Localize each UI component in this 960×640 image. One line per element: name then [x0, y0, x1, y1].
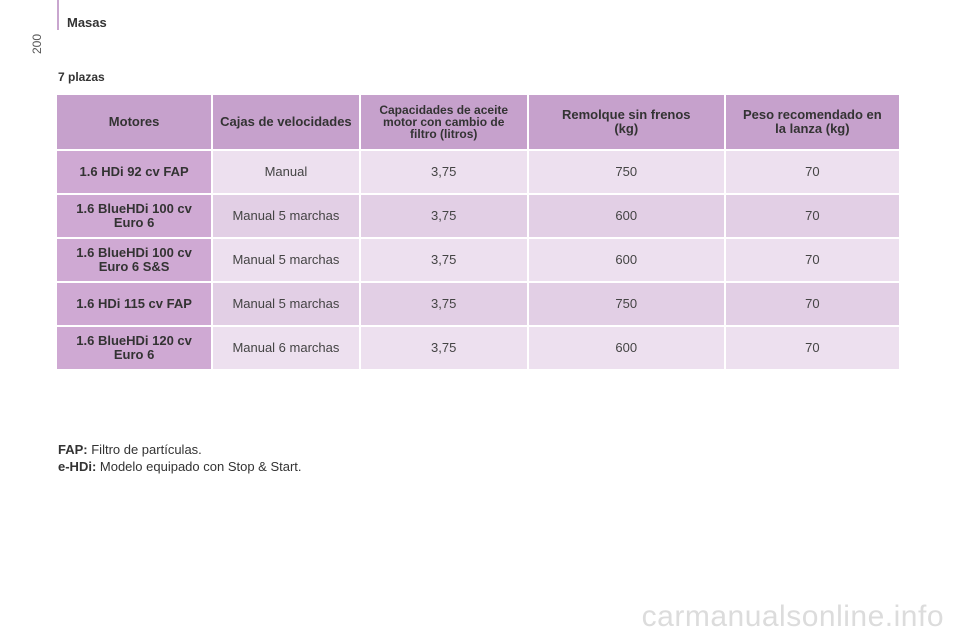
column-header-aceite: Capacidades de aceite motor con cambio d…	[360, 95, 527, 149]
column-header-motores: Motores	[57, 95, 212, 149]
table-row: 1.6 HDi 115 cv FAP Manual 5 marchas 3,75…	[57, 283, 899, 325]
page-number: 200	[30, 33, 44, 55]
table-row: 1.6 HDi 92 cv FAP Manual 3,75 750 70	[57, 151, 899, 193]
gearbox-cell: Manual 5 marchas	[213, 195, 359, 237]
footnote-term: e-HDi:	[58, 459, 97, 474]
specs-table: Motores Cajas de velocidades Capacidades…	[55, 93, 901, 371]
footnote-text: Filtro de partículas.	[87, 442, 202, 457]
oil-cell: 3,75	[360, 195, 527, 237]
column-header-peso: Peso recomendado en la lanza (kg)	[725, 95, 899, 149]
drawbar-cell: 70	[725, 283, 899, 325]
watermark: carmanualsonline.info	[641, 600, 944, 633]
trailer-cell: 750	[528, 283, 724, 325]
trailer-cell: 600	[528, 239, 724, 281]
trailer-cell: 750	[528, 151, 724, 193]
oil-cell: 3,75	[360, 151, 527, 193]
gearbox-cell: Manual 5 marchas	[213, 283, 359, 325]
oil-cell: 3,75	[360, 239, 527, 281]
drawbar-cell: 70	[725, 327, 899, 369]
footnotes: FAP: Filtro de partículas. e-HDi: Modelo…	[58, 441, 302, 475]
table-row: 1.6 BlueHDi 100 cv Euro 6 S&S Manual 5 m…	[57, 239, 899, 281]
gearbox-cell: Manual	[213, 151, 359, 193]
motor-cell: 1.6 BlueHDi 120 cv Euro 6	[57, 327, 212, 369]
oil-cell: 3,75	[360, 327, 527, 369]
footnote-ehdi: e-HDi: Modelo equipado con Stop & Start.	[58, 458, 302, 475]
table-subtitle: 7 plazas	[58, 70, 105, 84]
column-header-remolque: Remolque sin frenos (kg)	[528, 95, 724, 149]
oil-cell: 3,75	[360, 283, 527, 325]
gearbox-cell: Manual 5 marchas	[213, 239, 359, 281]
motor-cell: 1.6 HDi 92 cv FAP	[57, 151, 212, 193]
trailer-cell: 600	[528, 327, 724, 369]
footnote-term: FAP:	[58, 442, 88, 457]
table-header-row: Motores Cajas de velocidades Capacidades…	[57, 95, 899, 149]
gearbox-cell: Manual 6 marchas	[213, 327, 359, 369]
drawbar-cell: 70	[725, 239, 899, 281]
footnote-fap: FAP: Filtro de partículas.	[58, 441, 302, 458]
motor-cell: 1.6 BlueHDi 100 cv Euro 6	[57, 195, 212, 237]
table-row: 1.6 BlueHDi 120 cv Euro 6 Manual 6 march…	[57, 327, 899, 369]
column-header-cajas: Cajas de velocidades	[213, 95, 359, 149]
motor-cell: 1.6 HDi 115 cv FAP	[57, 283, 212, 325]
table-row: 1.6 BlueHDi 100 cv Euro 6 Manual 5 march…	[57, 195, 899, 237]
motor-cell: 1.6 BlueHDi 100 cv Euro 6 S&S	[57, 239, 212, 281]
section-title: Masas	[67, 15, 107, 30]
footnote-text: Modelo equipado con Stop & Start.	[96, 459, 302, 474]
drawbar-cell: 70	[725, 195, 899, 237]
trailer-cell: 600	[528, 195, 724, 237]
drawbar-cell: 70	[725, 151, 899, 193]
section-marker	[57, 0, 59, 30]
